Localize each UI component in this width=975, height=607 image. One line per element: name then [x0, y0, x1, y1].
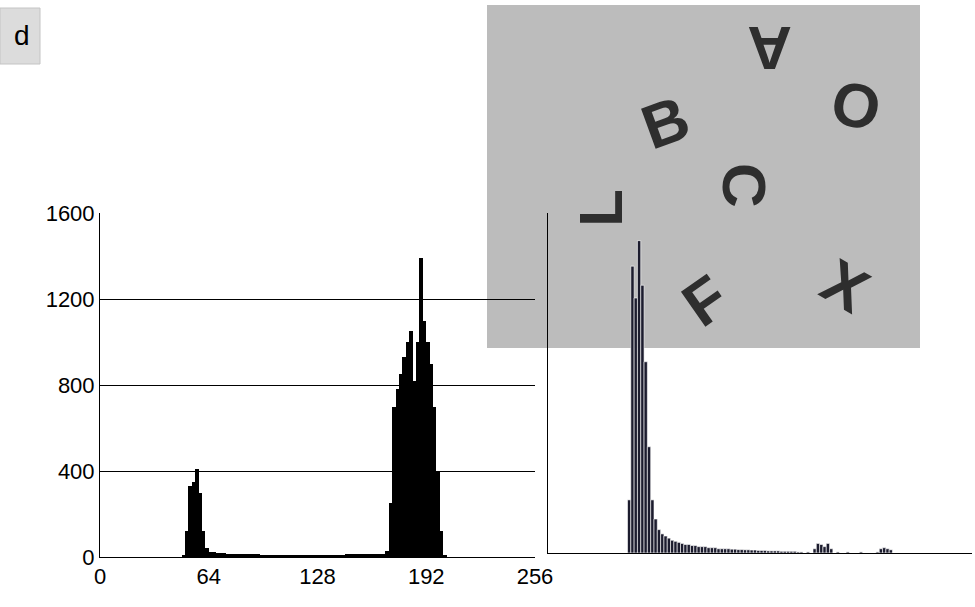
svg-text:F: F	[670, 261, 741, 339]
svg-text:d: d	[14, 20, 30, 51]
svg-text:X: X	[810, 246, 880, 326]
svg-text:B: B	[633, 82, 699, 162]
svg-text:0: 0	[82, 545, 94, 570]
svg-text:64: 64	[197, 564, 221, 589]
svg-text:192: 192	[408, 564, 445, 589]
svg-text:128: 128	[299, 564, 336, 589]
svg-text:1600: 1600	[46, 201, 95, 226]
svg-text:A: A	[747, 14, 792, 83]
svg-text:800: 800	[58, 373, 95, 398]
svg-text:1200: 1200	[46, 287, 95, 312]
svg-text:400: 400	[58, 459, 95, 484]
svg-text:C: C	[710, 163, 779, 208]
svg-text:L: L	[566, 189, 635, 227]
svg-text:256: 256	[517, 564, 554, 589]
svg-text:O: O	[825, 67, 887, 145]
svg-text:0: 0	[94, 564, 106, 589]
